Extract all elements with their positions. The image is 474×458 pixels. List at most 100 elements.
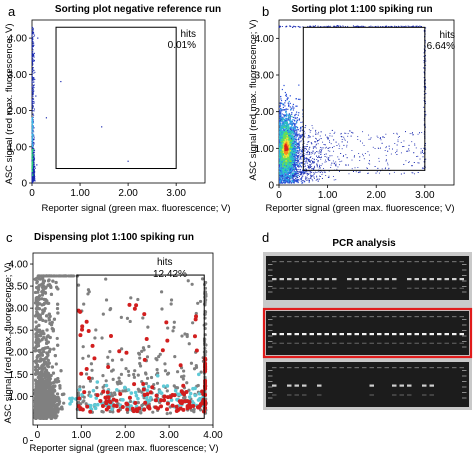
panel-b-point xyxy=(289,123,291,125)
panel-b-point xyxy=(305,146,307,148)
panel-b-letter: b xyxy=(262,4,269,19)
panel-b-point xyxy=(306,152,308,154)
panel-a-point xyxy=(32,79,34,81)
panel-a-point xyxy=(31,99,33,101)
panel-b-point xyxy=(288,134,290,136)
panel-a-point xyxy=(45,117,48,119)
panel-b-point xyxy=(408,150,410,152)
panel-b-point xyxy=(314,152,316,154)
panel-b-point xyxy=(342,25,344,27)
panel-b-point xyxy=(402,25,404,27)
panel-b-point xyxy=(285,93,287,95)
panel-a-point xyxy=(31,52,33,54)
panel-a-point xyxy=(31,153,33,155)
panel-b-point xyxy=(308,136,310,138)
panel-b-point xyxy=(310,142,312,144)
panel-b-point xyxy=(280,136,282,138)
panel-a-point xyxy=(31,100,33,102)
panel-b-point xyxy=(288,119,290,121)
panel-b-point xyxy=(285,111,287,114)
panel-b-point xyxy=(283,182,286,184)
panel-b-y-tick-label: 2.00 xyxy=(255,107,275,118)
panel-b-point xyxy=(337,25,339,27)
panel-b-point xyxy=(290,171,292,173)
panel-b-point xyxy=(423,119,425,121)
panel-b-point xyxy=(298,175,300,177)
panel-b-point xyxy=(297,147,299,149)
panel-b-point xyxy=(294,128,296,130)
panel-b-point xyxy=(296,119,298,121)
panel-b-point xyxy=(310,174,312,176)
panel-b-point xyxy=(281,109,283,112)
panel-b-point xyxy=(303,163,305,165)
panel-b-point xyxy=(412,25,414,27)
panel-a-point xyxy=(32,88,34,90)
panel-b-point xyxy=(298,141,300,143)
panel-b-point xyxy=(280,118,282,121)
panel-b-point xyxy=(385,160,387,162)
panel-b-point xyxy=(423,161,425,163)
panel-b-point xyxy=(291,124,294,126)
panel-b-point xyxy=(300,128,302,130)
panel-a-point xyxy=(34,78,36,80)
panel-a-point xyxy=(31,168,33,170)
panel-b-point xyxy=(295,140,297,142)
panel-b-point xyxy=(313,174,315,175)
panel-a-point xyxy=(33,175,36,177)
panel-b-point xyxy=(311,151,313,153)
panel-b-point xyxy=(420,151,422,153)
panel-a-point xyxy=(32,162,34,164)
panel-b-point xyxy=(411,133,413,135)
panel-b-point xyxy=(422,156,424,158)
panel-a-point xyxy=(31,172,33,174)
panel-a-point xyxy=(32,125,34,127)
panel-b-point xyxy=(305,169,307,171)
panel-b-point xyxy=(401,26,403,28)
panel-a-point xyxy=(33,163,35,165)
panel-b-point xyxy=(298,179,300,181)
panel-a-point xyxy=(33,81,35,83)
panel-b-point xyxy=(424,50,426,52)
panel-b-point xyxy=(279,141,282,143)
panel-a-point xyxy=(32,51,34,53)
panel-b-point xyxy=(297,156,299,158)
panel-b-point xyxy=(282,103,284,105)
panel-b-point xyxy=(289,162,291,165)
panel-b-point xyxy=(289,106,291,108)
panel-a-point xyxy=(32,172,34,174)
panel-b-point xyxy=(279,121,281,123)
panel-b-point xyxy=(292,174,294,176)
panel-b-point xyxy=(294,148,296,150)
panel-a-point xyxy=(31,62,33,64)
panel-b-point xyxy=(296,126,298,128)
panel-b-point xyxy=(280,175,282,177)
panel-b-point xyxy=(304,135,305,137)
panel-a-point xyxy=(31,182,33,184)
panel-b-point xyxy=(317,151,319,153)
panel-b-point xyxy=(302,173,304,175)
panel-b-point xyxy=(292,154,294,156)
panel-b-point xyxy=(310,163,312,165)
panel-b-point xyxy=(299,154,301,156)
panel-b-point xyxy=(279,115,281,118)
panel-b-point xyxy=(393,171,395,173)
panel-b-point xyxy=(284,109,286,111)
panel-b-point xyxy=(324,171,326,173)
panel-b-point xyxy=(282,166,284,169)
panel-b-point xyxy=(385,154,387,156)
panel-b-point xyxy=(396,132,398,134)
panel-b-point xyxy=(329,150,331,152)
panel-b-point xyxy=(288,168,290,170)
panel-b-point xyxy=(287,181,290,183)
panel-b-point xyxy=(317,133,319,135)
panel-b-point xyxy=(331,155,333,157)
panel-b-point xyxy=(424,40,426,42)
panel-b-point xyxy=(381,168,383,170)
panel-a-point xyxy=(33,80,35,82)
panel-a-point xyxy=(32,116,34,118)
panel-b-point xyxy=(311,179,313,181)
panel-a-point xyxy=(32,179,34,181)
panel-a-point xyxy=(31,72,33,74)
panel-b-point xyxy=(294,171,296,173)
panel-b-point xyxy=(285,179,287,181)
